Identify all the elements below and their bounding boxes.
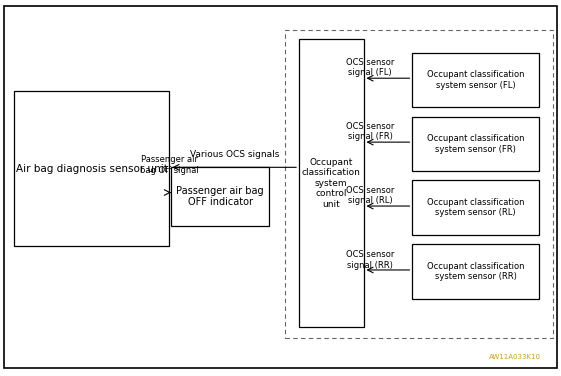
Bar bbox=[299, 39, 364, 327]
Text: Various OCS signals: Various OCS signals bbox=[190, 150, 279, 159]
Text: Passenger air bag
OFF indicator: Passenger air bag OFF indicator bbox=[176, 186, 264, 207]
Bar bbox=[412, 244, 539, 299]
Text: Passenger air
bag Off signal: Passenger air bag Off signal bbox=[140, 155, 199, 175]
Text: Occupant classification
system sensor (RR): Occupant classification system sensor (R… bbox=[427, 262, 524, 281]
Text: OCS sensor
signal (FL): OCS sensor signal (FL) bbox=[346, 58, 394, 77]
Bar bbox=[412, 117, 539, 171]
Text: OCS sensor
signal (FR): OCS sensor signal (FR) bbox=[346, 122, 394, 141]
Text: OCS sensor
signal (RL): OCS sensor signal (RL) bbox=[346, 186, 394, 205]
Bar bbox=[412, 180, 539, 235]
Text: Occupant
classification
system
control
unit: Occupant classification system control u… bbox=[302, 158, 361, 209]
Bar bbox=[14, 91, 169, 246]
Text: Occupant classification
system sensor (FR): Occupant classification system sensor (F… bbox=[427, 134, 524, 153]
Text: AW11A033K10: AW11A033K10 bbox=[489, 354, 541, 360]
Text: Occupant classification
system sensor (FL): Occupant classification system sensor (F… bbox=[427, 70, 524, 89]
Bar bbox=[285, 30, 553, 338]
Text: Occupant classification
system sensor (RL): Occupant classification system sensor (R… bbox=[427, 198, 524, 217]
Bar bbox=[412, 53, 539, 107]
Text: Air bag diagnosis sensor unit: Air bag diagnosis sensor unit bbox=[16, 164, 168, 174]
Bar bbox=[171, 167, 269, 226]
Text: OCS sensor
signal (RR): OCS sensor signal (RR) bbox=[346, 250, 394, 270]
